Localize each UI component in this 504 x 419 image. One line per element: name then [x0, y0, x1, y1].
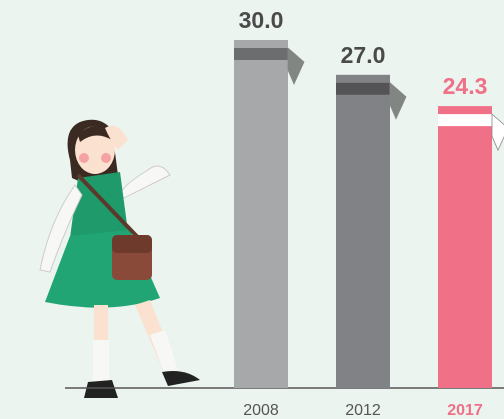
x-tick-label: 2017 [447, 402, 483, 419]
bar-tape [438, 114, 492, 127]
illustration [39, 119, 200, 398]
tape-flap [389, 81, 407, 120]
value-label: 30.0 [239, 7, 284, 33]
x-tick-label: 2008 [243, 402, 279, 419]
bar [438, 106, 492, 389]
value-label: 27.0 [341, 42, 386, 68]
bar [234, 40, 288, 388]
bar-tape [234, 48, 288, 60]
bar [336, 74, 390, 389]
tape-flap [287, 47, 305, 85]
value-label: 24.3 [443, 73, 488, 99]
tape-flap [491, 113, 504, 152]
bar-tape [336, 82, 390, 95]
x-tick-label: 2012 [345, 402, 381, 419]
